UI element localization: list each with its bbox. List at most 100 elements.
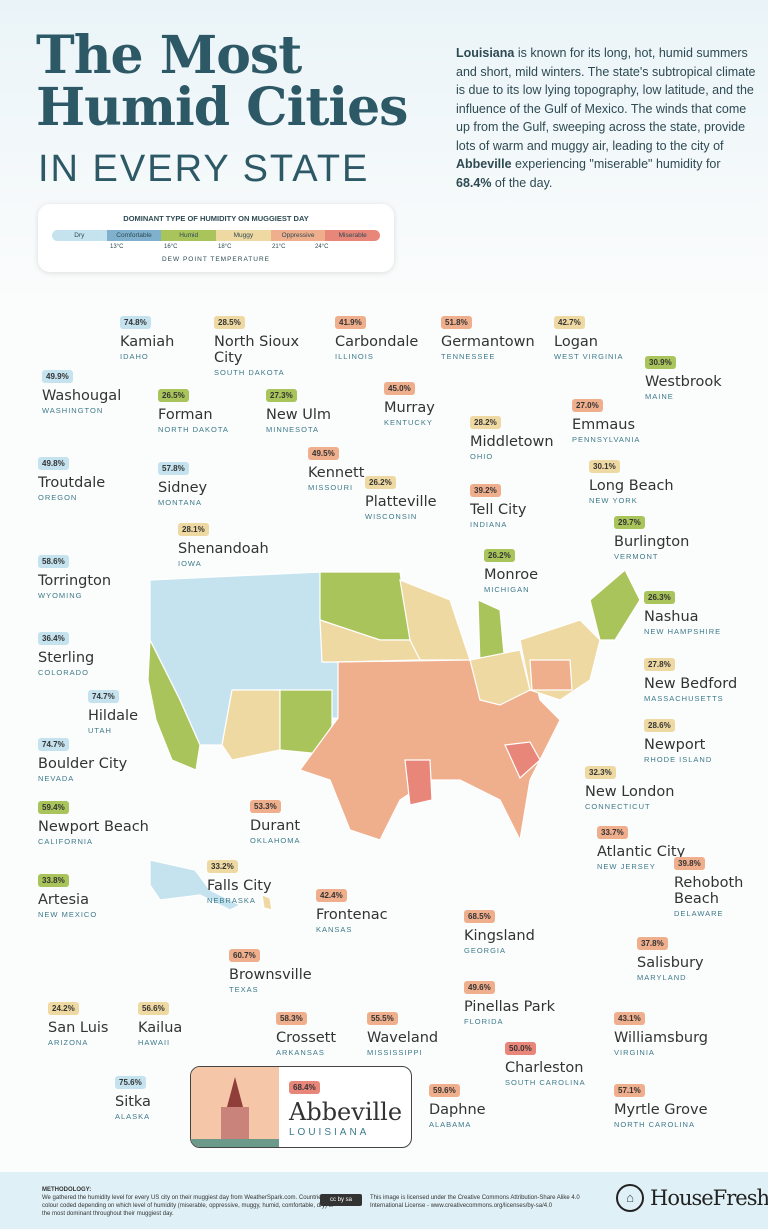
church-illustration: [191, 1067, 279, 1147]
city-name: Brownsville: [229, 967, 312, 983]
humidity-pct-badge: 36.4%: [38, 632, 69, 645]
legend-axis-label: DEW POINT TEMPERATURE: [161, 256, 271, 263]
humidity-pct-badge: 58.3%: [276, 1012, 307, 1025]
footer: METHODOLOGY: We gathered the humidity lev…: [0, 1172, 768, 1229]
city-label: 74.7% Boulder City NEVADA: [38, 734, 127, 783]
housefresh-logo: ⌂ HouseFresh: [616, 1184, 768, 1212]
page-subtitle: IN EVERY STATE: [38, 148, 370, 190]
city-state: NEBRASKA: [207, 896, 256, 905]
map-region-louisiana: [404, 759, 433, 806]
city-label: 50.0% Charleston SOUTH CAROLINA: [505, 1038, 586, 1087]
city-label: 59.6% Daphne ALABAMA: [429, 1080, 486, 1129]
city-state: MARYLAND: [637, 973, 687, 982]
humidity-pct-badge: 49.5%: [308, 447, 339, 460]
city-name: Newport: [644, 737, 706, 753]
city-state: OHIO: [470, 452, 494, 461]
city-state: IOWA: [178, 559, 202, 568]
city-state: KANSAS: [316, 925, 353, 934]
humidity-pct-badge: 33.2%: [207, 860, 238, 873]
city-name: Torrington: [38, 573, 112, 589]
city-label: 58.6% Torrington WYOMING: [38, 551, 111, 600]
city-state: ARIZONA: [48, 1038, 89, 1047]
city-label: 60.7% Brownsville TEXAS: [229, 945, 312, 994]
city-label: 26.2% Monroe MICHIGAN: [484, 545, 538, 594]
intro-text: Louisiana is known for its long, hot, hu…: [456, 46, 756, 190]
city-name: Newport Beach: [38, 819, 149, 835]
humidity-pct-badge: 45.0%: [384, 382, 415, 395]
city-state: RHODE ISLAND: [644, 755, 713, 764]
city-label: 42.7% Logan WEST VIRGINIA: [554, 312, 624, 361]
city-name: Emmaus: [572, 417, 636, 433]
city-state: IDAHO: [120, 352, 149, 361]
humidity-pct-badge: 58.6%: [38, 555, 69, 568]
city-name: Sterling: [38, 650, 95, 666]
humidity-pct-badge: 43.1%: [614, 1012, 645, 1025]
city-name: Washougal: [42, 388, 122, 404]
city-name: Kennett: [308, 465, 365, 481]
city-label: 27.3% New Ulm MINNESOTA: [266, 385, 331, 434]
city-state: NORTH DAKOTA: [158, 425, 229, 434]
city-name: San Luis: [48, 1020, 109, 1036]
city-label: 57.8% Sidney MONTANA: [158, 458, 207, 507]
humidity-pct-badge: 26.3%: [644, 591, 675, 604]
legend-tick: 16°C: [164, 244, 178, 250]
city-state: FLORIDA: [464, 1017, 504, 1026]
city-state: ARKANSAS: [276, 1048, 325, 1057]
legend-category-comfortable: Comfortable: [106, 230, 162, 241]
map-region-south-carolina: [504, 741, 541, 779]
legend-tick: 13°C: [110, 244, 124, 250]
city-name: Crossett: [276, 1030, 337, 1046]
legend-tick: 18°C: [218, 244, 232, 250]
city-label: 45.0% Murray KENTUCKY: [384, 378, 435, 427]
city-label: 53.3% Durant OKLAHOMA: [250, 796, 301, 845]
city-label: 24.2% San Luis ARIZONA: [48, 998, 109, 1047]
city-name: Sitka: [115, 1094, 151, 1110]
city-label: 42.4% Frontenac KANSAS: [316, 885, 388, 934]
city-state: MISSISSIPPI: [367, 1048, 423, 1057]
city-label: 49.9% Washougal WASHINGTON: [42, 366, 121, 415]
city-label: 28.5% North Sioux City SOUTH DAKOTA: [214, 312, 304, 377]
legend-title: DOMINANT TYPE OF HUMIDITY ON MUGGIEST DA…: [123, 214, 309, 223]
city-state: NEW JERSEY: [597, 862, 656, 871]
city-state: HAWAII: [138, 1038, 171, 1047]
humidity-pct-badge: 33.7%: [597, 826, 628, 839]
city-name: Middletown: [470, 434, 554, 450]
highlight-city-name: Abbeville: [289, 1098, 403, 1126]
humidity-pct-badge: 50.0%: [505, 1042, 536, 1055]
humidity-pct-badge: 42.4%: [316, 889, 347, 902]
humidity-pct-badge: 33.8%: [38, 874, 69, 887]
city-name: Platteville: [365, 494, 437, 510]
city-name: New Bedford: [644, 676, 738, 692]
legend-category-miserable: Miserable: [325, 230, 380, 241]
city-state: TENNESSEE: [441, 352, 496, 361]
humidity-pct-badge: 30.1%: [589, 460, 620, 473]
city-label: 56.6% Kailua HAWAII: [138, 998, 182, 1047]
humidity-pct-badge: 57.8%: [158, 462, 189, 475]
city-state: OREGON: [38, 493, 78, 502]
city-label: 28.6% Newport RHODE ISLAND: [644, 715, 712, 764]
humidity-pct-badge: 32.3%: [585, 766, 616, 779]
city-state: DELAWARE: [674, 909, 724, 918]
city-label: 68.5% Kingsland GEORGIA: [464, 906, 535, 955]
city-name: Westbrook: [645, 374, 722, 390]
city-label: 39.2% Tell City INDIANA: [470, 480, 526, 529]
city-label: 36.4% Sterling COLORADO: [38, 628, 94, 677]
city-label: 74.8% Kamiah IDAHO: [120, 312, 174, 361]
city-label: 59.4% Newport Beach CALIFORNIA: [38, 797, 149, 846]
humidity-pct-badge: 41.9%: [335, 316, 366, 329]
humidity-pct-badge: 27.8%: [644, 658, 675, 671]
humidity-pct-badge: 59.4%: [38, 801, 69, 814]
license: cc by sa This image is licensed under the…: [320, 1194, 580, 1210]
humidity-pct-badge: 53.3%: [250, 800, 281, 813]
humidity-legend: DOMINANT TYPE OF HUMIDITY ON MUGGIEST DA…: [38, 204, 394, 272]
city-state: OKLAHOMA: [250, 836, 301, 845]
humidity-pct-badge: 68.5%: [464, 910, 495, 923]
city-state: MONTANA: [158, 498, 202, 507]
city-name: Hildale: [88, 708, 138, 724]
city-name: Durant: [250, 818, 301, 834]
humidity-pct-badge: 49.9%: [42, 370, 73, 383]
city-label: 30.9% Westbrook MAINE: [645, 352, 722, 401]
humidity-pct-badge: 49.6%: [464, 981, 495, 994]
city-name: Burlington: [614, 534, 690, 550]
